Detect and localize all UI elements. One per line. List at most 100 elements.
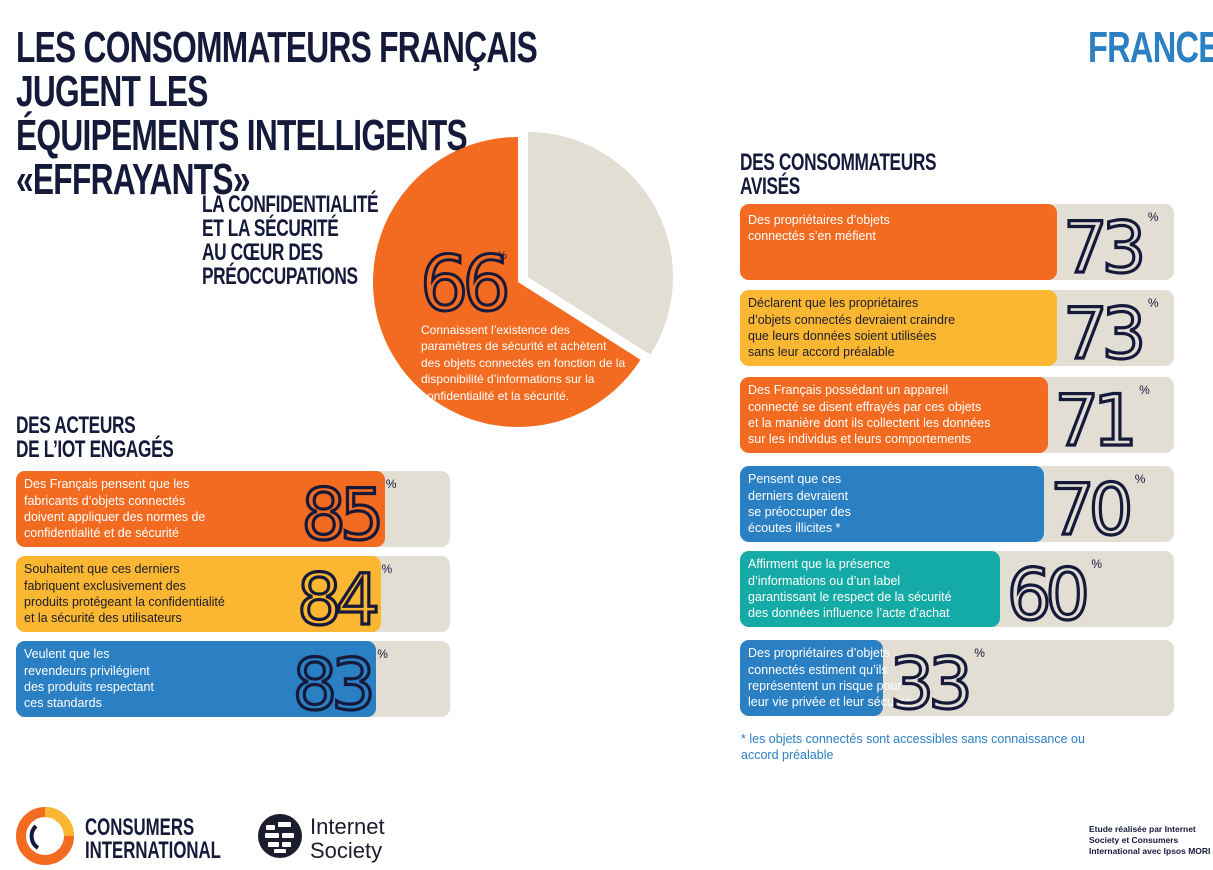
bar-fill bbox=[16, 641, 377, 717]
bar-label-line: Des Français possédant un appareil bbox=[748, 383, 949, 398]
bar-row bbox=[16, 641, 450, 717]
bar-label-line: Souhaitent que ces derniers bbox=[24, 562, 180, 577]
bar-label: Des Français pensent que les fabricants d… bbox=[24, 476, 205, 542]
bar-label-line: ces standards bbox=[24, 696, 102, 711]
logo-text-line: Internet bbox=[310, 814, 385, 839]
study-note-line: International avec Ipsos MORI bbox=[1089, 846, 1211, 856]
bar-label-line: d’objets connectés devraient craindre bbox=[748, 312, 956, 327]
bar-label-line: Veulent que les bbox=[24, 647, 110, 662]
bar-label-line: fabriquent exclusivement des bbox=[24, 578, 186, 593]
bar-label: Veulent que les revendeurs privilégient de… bbox=[24, 646, 154, 712]
footnote: * les objets connectés sont accessibles … bbox=[741, 731, 1085, 764]
country-label: FRANCE bbox=[1088, 23, 1213, 72]
bar-row bbox=[740, 290, 1174, 366]
bar-row bbox=[740, 377, 1174, 453]
bar-label-line: confidentialité et de sécurité bbox=[24, 526, 179, 541]
logo-text-line: Society bbox=[310, 838, 383, 863]
internet-society-logo-text: Internet Society bbox=[310, 815, 385, 863]
bar-row bbox=[740, 466, 1174, 542]
bar-label-line: derniers devraient bbox=[748, 488, 849, 503]
internet-society-logo-icon bbox=[258, 814, 302, 858]
bar-label-line: garantissant le respect de la sécurité bbox=[748, 590, 952, 604]
bar-fill bbox=[740, 290, 1057, 366]
bar-fill bbox=[740, 204, 1057, 280]
bar-label-line: représentent un risque pour bbox=[748, 679, 902, 693]
page-title-line: «EFFRAYANTS» bbox=[16, 155, 250, 204]
bar-label-line: Affirment que la présence bbox=[748, 557, 891, 572]
bar-label: Pensent que ces derniers devraient se préo… bbox=[748, 471, 851, 537]
percent-sign: % bbox=[385, 477, 397, 491]
bar-label-line: produits protégeant la confidentialité bbox=[24, 595, 225, 609]
bar-row bbox=[16, 556, 450, 632]
bar-label-line: des produits respectant bbox=[24, 680, 154, 694]
percent-sign: % bbox=[1147, 296, 1159, 310]
consumers-international-logo-icon bbox=[16, 807, 74, 865]
bar-label-line: d’informations ou d’un label bbox=[748, 573, 901, 588]
percent-sign: % bbox=[377, 647, 388, 661]
pie-slice-remainder bbox=[528, 132, 673, 355]
heading-line: DES CONSOMMATEURS bbox=[740, 149, 937, 176]
footnote-line: * les objets connectés sont accessibles … bbox=[741, 732, 1085, 746]
study-note-line: Society et Consumers bbox=[1089, 835, 1179, 845]
heading-line: DES ACTEURS bbox=[16, 412, 136, 439]
logo-text-line: CONSUMERS bbox=[85, 814, 195, 841]
bar-label: Souhaitent que ces derniers fabriquent ex… bbox=[24, 561, 225, 627]
bar-row bbox=[740, 640, 1174, 716]
pie-section-heading: LA CONFIDENTIALITÉ ET LA SÉCURITÉ AU CŒU… bbox=[202, 191, 379, 289]
bar-label-line: Des propriétaires d’objets bbox=[748, 213, 890, 227]
bar-label-line: revendeurs privilégient bbox=[24, 663, 150, 678]
page-title-line: LES CONSOMMATEURS FRANÇAIS JUGENT LES bbox=[16, 23, 538, 116]
percent-sign: % bbox=[1091, 557, 1103, 571]
bar-label-line: connecté se disent effrayés par ces obje… bbox=[748, 399, 982, 414]
bar-label: Affirment que la présence d’informations … bbox=[748, 556, 952, 622]
bar-label: Des Français possédant un appareil connec… bbox=[748, 382, 991, 448]
bar-label-line: se préoccuper des bbox=[748, 505, 851, 519]
heading-line: AVISÉS bbox=[740, 173, 800, 200]
bar-fill bbox=[740, 640, 884, 716]
bar-row bbox=[740, 551, 1174, 627]
study-note: Etude réalisée par Internet Society et C… bbox=[1089, 824, 1210, 857]
pie-slice-66 bbox=[373, 137, 641, 427]
bar-label-line: que leurs données soient utilisées bbox=[748, 329, 937, 343]
heading-line: LA CONFIDENTIALITÉ bbox=[202, 191, 379, 218]
bar-fill bbox=[740, 377, 1049, 453]
page-title: LES CONSOMMATEURS FRANÇAIS JUGENT LES ÉQ… bbox=[16, 26, 664, 202]
bar-label-line: écoutes illicites * bbox=[748, 521, 841, 536]
bar-row bbox=[16, 471, 450, 547]
percent-sign: % bbox=[1134, 472, 1146, 486]
bar-label: Des propriétaires d’objets connectés s’en… bbox=[748, 212, 890, 245]
heading-line: AU CŒUR DES bbox=[202, 239, 323, 266]
pie-percent-sign: % bbox=[497, 250, 507, 262]
bar-label-line: doivent appliquer des normes de bbox=[24, 510, 206, 524]
footnote-line: accord préalable bbox=[741, 748, 834, 763]
heading-line: ET LA SÉCURITÉ bbox=[202, 215, 339, 242]
bar-label-line: et la manière dont ils collectent les do… bbox=[748, 416, 991, 430]
bar-label-line: fabricants d’objets connectés bbox=[24, 493, 186, 508]
bar-label-line: connectés estiment qu’ils bbox=[748, 662, 888, 677]
bar-label-line: sans leur accord préalable bbox=[748, 345, 895, 360]
bar-label-line: Déclarent que les propriétaires bbox=[748, 296, 919, 311]
heading-line: DE L’IOT ENGAGÉS bbox=[16, 436, 174, 463]
consumers-international-logo-text: CONSUMERS INTERNATIONAL bbox=[85, 814, 221, 864]
bar-fill bbox=[740, 551, 1001, 627]
pie-description: Connaissent l’existence des paramètres d… bbox=[421, 323, 626, 403]
bar-row bbox=[740, 204, 1174, 280]
bar-label-line: des données influence l’acte d’achat bbox=[748, 606, 950, 621]
logo-text-line: INTERNATIONAL bbox=[85, 837, 221, 864]
study-note-line: Etude réalisée par Internet bbox=[1089, 824, 1196, 834]
percent-sign: % bbox=[1139, 383, 1150, 397]
left-section-heading: DES ACTEURS DE L’IOT ENGAGÉS bbox=[16, 412, 174, 463]
bar-label: Des propriétaires d’objets connectés esti… bbox=[748, 645, 911, 711]
bar-label-line: sur les individus et leurs comportements bbox=[748, 432, 972, 447]
bar-label-line: leur vie privée et leur sécurité bbox=[748, 695, 912, 710]
percent-sign: % bbox=[381, 562, 393, 576]
bar-fill bbox=[16, 471, 385, 547]
bar-label-line: Pensent que ces bbox=[748, 472, 842, 487]
percent-sign: % bbox=[1147, 210, 1159, 224]
bar-label: Déclarent que les propriétaires d’objets … bbox=[748, 295, 955, 361]
bar-label-line: et la sécurité des utilisateurs bbox=[24, 611, 182, 626]
page-title-line: ÉQUIPEMENTS INTELLIGENTS bbox=[16, 111, 468, 160]
bar-label-line: Des Français pensent que les bbox=[24, 477, 190, 492]
right-section-heading: DES CONSOMMATEURS AVISÉS bbox=[740, 151, 936, 199]
